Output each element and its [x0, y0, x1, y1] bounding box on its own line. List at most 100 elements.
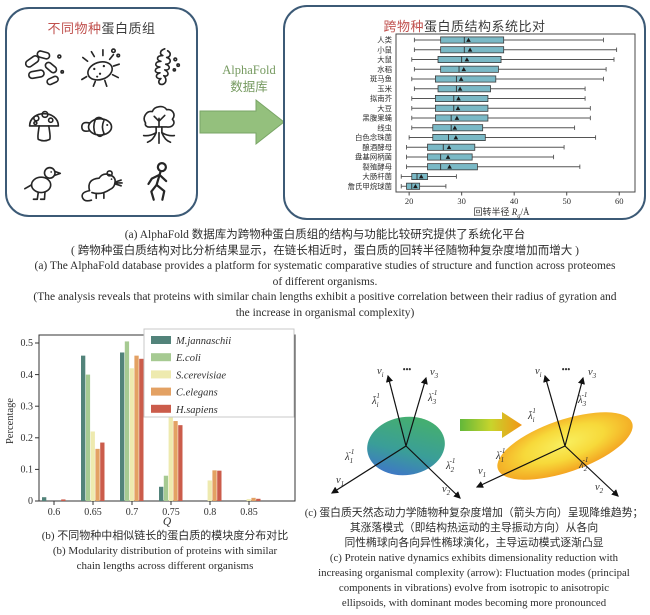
bar	[178, 425, 183, 501]
ellipsis-dots: •••	[403, 365, 412, 374]
alphafold-arrow-label-line1: AlphaFold	[222, 63, 276, 77]
caption-b-en-1: (b) Modularity distribution of proteins …	[52, 545, 278, 557]
boxplot-mean-marker	[466, 37, 471, 42]
vector-label-v3: v3	[430, 367, 439, 380]
boxplot-box	[440, 36, 505, 44]
boxplot-mean-marker	[454, 115, 460, 120]
boxplot-category-label: 大鼠	[377, 55, 392, 64]
boxplot-row: 斑马鱼	[370, 75, 604, 84]
caption-c-zh-3: 同性椭球向各向异性椭球演化，主导运动模式逐渐凸显	[344, 537, 604, 549]
bar	[207, 480, 212, 501]
barchart-ytick-label: 0.2	[21, 433, 34, 444]
ellipsoid-diagram: ••• vi v3 v1 v2 λi-1 λ3-1 λ1-1 λ2-1 ••• vi v3 v1 v2 λi…	[330, 365, 633, 499]
boxplot-category-label: 大肠杆菌	[362, 172, 392, 181]
walking-human-icon	[130, 155, 188, 208]
organism-icon-grid	[7, 37, 196, 208]
boxplot-row: 水稻	[377, 65, 607, 74]
boxplot-mean-marker	[418, 174, 424, 179]
boxplot-row: 酿酒酵母	[362, 143, 565, 152]
boxplot-mean-marker	[452, 125, 458, 130]
boxplot-row: 大豆	[377, 104, 591, 113]
panel-proteomes-title-rest: 蛋白质组	[101, 21, 156, 36]
boxplot-row: 玉米	[377, 84, 586, 93]
vector-label-v3: v3	[588, 367, 597, 380]
boxplot-category-label: 小鼠	[377, 45, 392, 54]
boxplot-category-label: 酿酒酵母	[362, 143, 392, 152]
boxplot-mean-marker	[446, 144, 452, 150]
panel-proteomes: 不同物种蛋白质组	[5, 7, 198, 217]
boxplot-frame	[395, 33, 636, 193]
boxplot-mean-marker	[445, 154, 451, 159]
boxplot-box	[434, 95, 489, 103]
bar	[168, 415, 173, 501]
boxplot-xtick-label: 60	[615, 196, 624, 206]
barchart-ytick-label: 0.4	[21, 370, 34, 381]
legend-swatch	[151, 336, 171, 344]
boxplot-xtick-label: 40	[510, 196, 519, 206]
caption-a-en-2: of different organisms.	[272, 275, 378, 288]
vector-label-v2: v2	[595, 482, 604, 495]
boxplot-row: 黑腹果蝇	[362, 114, 591, 123]
eigen-label-l2: λ2-1	[578, 456, 588, 473]
boxplot-mean-marker	[453, 135, 459, 140]
tree-with-roots-icon	[130, 98, 188, 151]
bar	[212, 470, 217, 501]
bar	[173, 421, 178, 501]
vector-label-vi: vi	[535, 366, 542, 379]
boxplot-box	[434, 75, 497, 83]
bar	[120, 352, 125, 501]
bacteria-rods-icon	[15, 41, 73, 94]
legend-swatch	[151, 404, 171, 413]
boxplot-xtick-label: 30	[457, 196, 466, 206]
boxplot-box	[437, 85, 491, 93]
bar	[134, 355, 139, 501]
boxplot-mean-marker	[461, 66, 467, 72]
caption-c-en-2: increasing organismal complexity (arrow)…	[318, 567, 630, 579]
bar	[129, 368, 134, 501]
caption-a-en-3: (The analysis reveals that proteins with…	[33, 291, 617, 303]
boxplot-category-label: 盘基网柄菌	[355, 153, 392, 162]
boxplot-category-label: 黑腹果蝇	[362, 114, 392, 123]
vector-label-v2: v2	[442, 484, 451, 497]
legend-swatch	[151, 353, 171, 362]
boxplot-box	[427, 143, 476, 151]
ellipsis-dots: •••	[562, 365, 571, 374]
barchart-xlabel: Q	[163, 516, 172, 528]
alphafold-arrow-label: AlphaFold 数据库	[202, 62, 296, 96]
caption-c-en-3: components in vibrations) evolve from is…	[338, 582, 610, 594]
boxplot-category-label: 玉米	[377, 84, 392, 93]
boxplot-mean-marker	[464, 57, 470, 62]
boxplot-row: 白色念珠菌	[355, 133, 597, 142]
caption-c-en-4: ellipsoids, with dominant modes becoming…	[341, 597, 607, 609]
bar	[61, 499, 66, 501]
caption-a-en-1: (a) The AlphaFold database provides a pl…	[34, 260, 616, 272]
panel-structure-comparison: 跨物种蛋白质结构系统比对 20 30 40 50 60 回转半径 Rg/Å 人类 小鼠 大鼠 水稻…	[283, 5, 646, 220]
barchart-ytick-label: 0	[28, 496, 33, 507]
caption-c-zh-2: 其涨落模式（即结构热运动的主导振动方向）从各向	[349, 522, 599, 534]
barchart-legend: M.jannaschii E.coli S.cerevisiae C.elegans H…	[143, 328, 295, 418]
boxplot-category-label: 詹氏甲烷球菌	[348, 182, 392, 191]
bar	[100, 442, 105, 501]
barchart-xtick-label: 0.6	[48, 507, 61, 518]
legend-label: H.sapiens	[175, 405, 218, 416]
eigen-label-l2: λ2-1	[445, 457, 455, 474]
bar	[246, 499, 251, 501]
boxplot-row: 拟南芥	[370, 94, 586, 103]
eigen-label-li: λi-1	[527, 407, 536, 424]
boxplot-row: 大肠杆菌	[362, 172, 457, 181]
barchart-ytick-label: 0.1	[21, 465, 34, 476]
boxplot-category-label: 线虫	[377, 123, 392, 132]
boxplot-box	[440, 65, 499, 73]
bar	[85, 374, 91, 501]
boxplot-row: 人类	[377, 36, 604, 45]
boxplot-row: 詹氏甲烷球菌	[348, 182, 447, 191]
bar	[256, 498, 261, 501]
boxplot-category-label: 斑马鱼	[370, 75, 392, 84]
bar	[124, 341, 130, 501]
boxplot-mean-marker	[458, 76, 464, 81]
boxplot-xtick-label: 50	[562, 196, 571, 206]
boxplot-mean-marker	[457, 86, 463, 91]
boxplot-box	[434, 104, 489, 112]
rat-icon	[73, 155, 131, 208]
caption-b-en-2: chain lengths across different organisms	[76, 560, 254, 572]
